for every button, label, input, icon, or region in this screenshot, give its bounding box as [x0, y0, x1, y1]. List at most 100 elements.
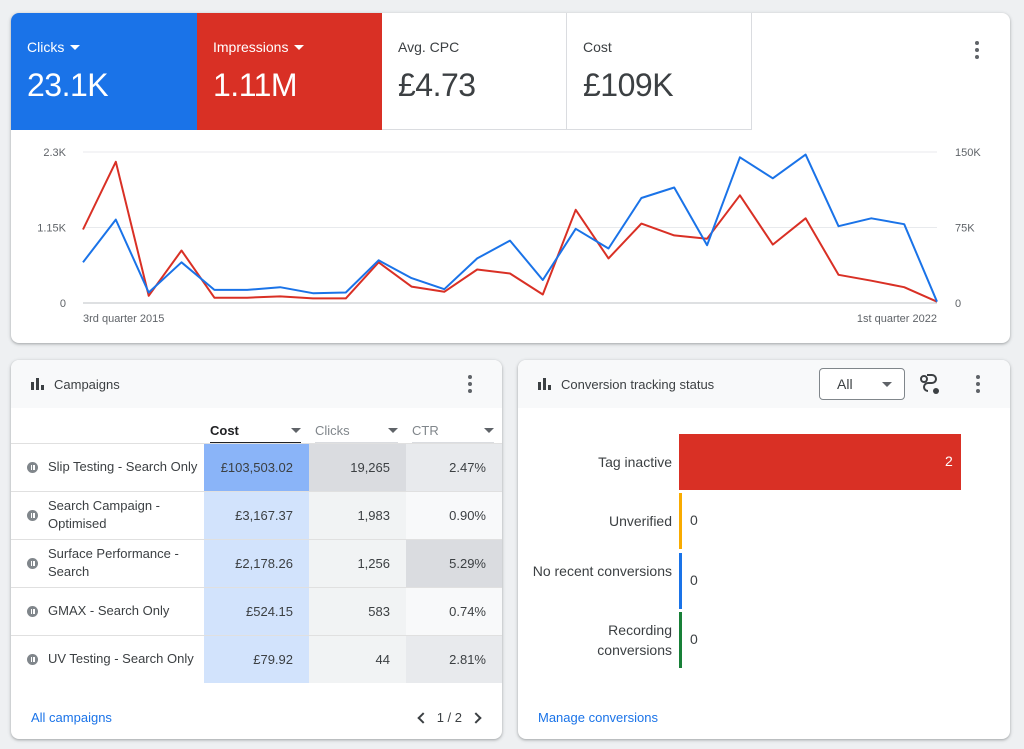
x-axis-start-label: 3rd quarter 2015 — [83, 313, 164, 325]
metric-impressions-header: Impressions — [213, 39, 382, 55]
performance-line-chart: 2.3K 1.15K 0 150K 75K 0 3rd quarter 2015 1st qu… — [37, 147, 981, 325]
cost-cell: £2,178.26 — [204, 538, 309, 587]
left-axis-tick: 1.15K — [37, 223, 66, 235]
table-row[interactable]: GMAX - Search Only £524.15 583 0.74% — [11, 586, 502, 635]
campaign-name: GMAX - Search Only — [48, 603, 170, 618]
status-filter-select[interactable]: All — [819, 368, 905, 400]
conversion-status-row: Unverified 0 — [518, 493, 1010, 549]
left-axis-tick: 2.3K — [43, 147, 66, 159]
campaigns-table: Cost Clicks CTR Slip Testing - Search On… — [11, 417, 502, 683]
conversion-status-row: Recording conversions 0 — [518, 612, 1010, 668]
bar-chart-icon — [31, 378, 44, 390]
x-axis-end-label: 1st quarter 2022 — [857, 313, 937, 325]
right-axis-tick: 150K — [955, 147, 981, 159]
ctr-cell: 2.81% — [406, 634, 502, 683]
campaign-name-cell[interactable]: Slip Testing - Search Only — [11, 442, 204, 491]
metric-avg-cpc-label: Avg. CPC — [398, 39, 460, 55]
pagination-label: 1 / 2 — [436, 710, 462, 725]
table-row[interactable]: UV Testing - Search Only £79.92 44 2.81% — [11, 634, 502, 683]
metric-clicks-label: Clicks — [27, 39, 65, 55]
overview-card: Clicks 23.1K Impressions 1.11M Avg. CPC … — [11, 13, 1010, 343]
conversion-status-bar[interactable] — [679, 612, 682, 668]
cost-cell: £524.15 — [204, 586, 309, 635]
campaign-name: Surface Performance - Search — [48, 546, 179, 579]
paused-status-icon — [27, 509, 38, 521]
more-vert-icon[interactable] — [967, 40, 987, 60]
ctr-cell: 0.74% — [406, 586, 502, 635]
metric-impressions-label: Impressions — [213, 39, 289, 55]
metric-cost-label: Cost — [583, 39, 612, 55]
paused-status-icon — [27, 557, 38, 569]
metric-clicks[interactable]: Clicks 23.1K — [11, 13, 197, 130]
campaign-name-cell[interactable]: UV Testing - Search Only — [11, 634, 204, 683]
table-row[interactable]: Search Campaign - Optimised £3,167.37 1,98… — [11, 490, 502, 539]
table-header-name — [11, 417, 204, 443]
more-vert-icon[interactable] — [460, 374, 480, 394]
campaign-name-cell[interactable]: Search Campaign - Optimised — [11, 490, 204, 539]
conversion-status-value: 0 — [690, 572, 698, 588]
table-row[interactable]: Slip Testing - Search Only £103,503.02 19,… — [11, 442, 502, 491]
conversion-status-row: Tag inactive 2 — [518, 434, 1010, 490]
chevron-right-icon[interactable] — [470, 711, 482, 724]
right-axis-tick: 75K — [955, 223, 975, 235]
metric-impressions[interactable]: Impressions 1.11M — [197, 13, 382, 130]
metric-clicks-value: 23.1K — [27, 67, 109, 103]
metric-cost[interactable]: Cost £109K — [567, 13, 752, 130]
status-filter-value: All — [837, 376, 853, 392]
chevron-down-icon — [882, 381, 892, 387]
clicks-cell: 19,265 — [309, 442, 406, 491]
cost-cell: £3,167.37 — [204, 490, 309, 539]
conversion-tracking-card: Conversion tracking status All Tag inact… — [518, 360, 1010, 739]
conversion-status-label: Recording conversions — [597, 622, 672, 658]
conversion-status-value: 0 — [690, 512, 698, 528]
left-axis-tick: 0 — [60, 298, 66, 310]
column-header-clicks[interactable]: Clicks — [309, 417, 406, 443]
paused-status-icon — [27, 653, 38, 665]
series-line-impressions — [82, 160, 938, 303]
conversion-path-icon[interactable] — [919, 374, 941, 396]
more-vert-icon[interactable] — [968, 374, 988, 394]
metric-impressions-value: 1.11M — [213, 67, 298, 103]
manage-conversions-link[interactable]: Manage conversions — [538, 710, 658, 725]
clicks-cell: 583 — [309, 586, 406, 635]
sort-caret-icon[interactable] — [388, 427, 398, 433]
campaign-name: Slip Testing - Search Only — [48, 459, 198, 474]
campaign-name: UV Testing - Search Only — [48, 651, 194, 667]
ctr-cell: 0.90% — [406, 490, 502, 539]
column-label: Cost — [210, 422, 239, 438]
paused-status-icon — [27, 605, 38, 617]
dropdown-caret-icon[interactable] — [70, 44, 81, 50]
all-campaigns-link[interactable]: All campaigns — [31, 710, 112, 725]
conversion-status-value: 0 — [690, 631, 698, 647]
column-header-ctr[interactable]: CTR — [406, 417, 502, 443]
ctr-cell: 5.29% — [406, 538, 502, 587]
chevron-left-icon[interactable] — [417, 711, 429, 724]
sort-caret-icon[interactable] — [484, 427, 494, 433]
campaign-name-cell[interactable]: Surface Performance - Search — [11, 538, 204, 587]
column-label: Clicks — [315, 422, 350, 438]
campaigns-header: Campaigns — [11, 360, 502, 408]
conversion-status-bar[interactable] — [679, 434, 961, 490]
conversion-status-row: No recent conversions 0 — [518, 553, 1010, 609]
ctr-cell: 2.47% — [406, 442, 502, 491]
campaigns-title: Campaigns — [54, 376, 120, 392]
sort-caret-icon[interactable] — [291, 427, 301, 433]
conversion-status-label: Tag inactive — [598, 454, 672, 470]
campaigns-card: Campaigns Cost Clicks CTR Slip Testing -… — [11, 360, 502, 739]
series-line-clicks — [82, 153, 938, 303]
metric-avg-cpc-value: £4.73 — [398, 67, 476, 103]
clicks-cell: 1,983 — [309, 490, 406, 539]
paused-status-icon — [27, 461, 38, 473]
conversion-title: Conversion tracking status — [561, 376, 715, 392]
conversion-status-label: No recent conversions — [532, 563, 672, 579]
clicks-cell: 1,256 — [309, 538, 406, 587]
column-header-cost[interactable]: Cost — [204, 417, 309, 443]
metric-avg-cpc[interactable]: Avg. CPC £4.73 — [382, 13, 567, 130]
bar-chart-icon — [538, 378, 551, 390]
table-row[interactable]: Surface Performance - Search £2,178.26 1,2… — [11, 538, 502, 587]
metric-cost-value: £109K — [583, 67, 674, 103]
conversion-status-bar[interactable] — [679, 493, 682, 549]
conversion-status-bar[interactable] — [679, 553, 682, 609]
dropdown-caret-icon[interactable] — [294, 44, 305, 50]
campaign-name-cell[interactable]: GMAX - Search Only — [11, 586, 204, 635]
